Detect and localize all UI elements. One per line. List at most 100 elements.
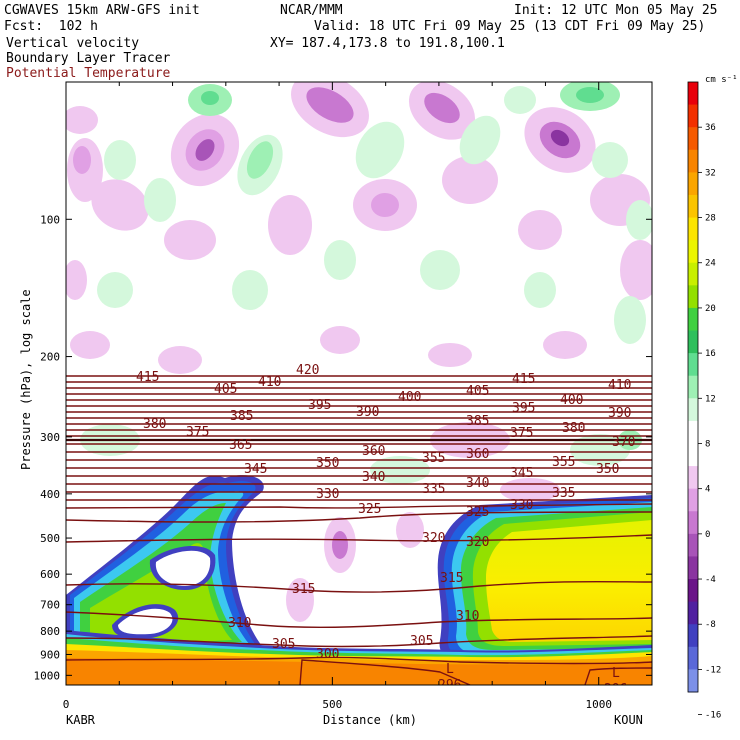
theta-label-410: 410 <box>258 375 281 390</box>
colorbar-swatch <box>688 488 698 512</box>
y-tick-label: 500 <box>40 532 60 545</box>
init-time: Init: 12 UTC Mon 05 May 25 <box>514 3 718 18</box>
theta-label-325: 325 <box>358 502 381 517</box>
y-tick-label: 400 <box>40 488 60 501</box>
theta-label-325b: 325 <box>466 505 489 520</box>
theta-label-360: 360 <box>362 444 385 459</box>
theta-label-385: 385 <box>230 409 253 424</box>
colorbar-label: 28 <box>705 214 716 224</box>
colorbar-swatch <box>688 533 698 557</box>
plot-area: 415 420 415 405 410 405 410 400 400 395 … <box>66 82 652 697</box>
theta-label-375b: 375 <box>510 426 533 441</box>
theta-label-380: 380 <box>143 417 166 432</box>
boundary-layer-plume-right <box>437 495 652 666</box>
y-tick-label: 700 <box>40 599 60 612</box>
y-tick-label: 300 <box>40 431 60 444</box>
theta-label-340b: 340 <box>466 476 489 491</box>
colorbar-label: -16 <box>705 711 721 721</box>
x-tick-label: 1000 <box>585 698 612 711</box>
valid-time: Valid: 18 UTC Fri 09 May 25 (13 CDT Fri … <box>314 19 706 34</box>
theta-label-405b: 405 <box>466 384 489 399</box>
theta-label-350b: 350 <box>596 462 619 477</box>
theta-label-320b: 320 <box>466 535 489 550</box>
theta-label-390b: 390 <box>608 406 631 421</box>
theta-label-330b: 330 <box>510 498 533 513</box>
y-tick-label: 800 <box>40 625 60 638</box>
theta-label-345: 345 <box>244 462 267 477</box>
y-tick-label: 100 <box>40 213 60 226</box>
theta-contours <box>66 375 652 685</box>
field-boundary-layer: Boundary Layer Tracer <box>6 51 171 66</box>
station-left: KABR <box>66 713 96 727</box>
colorbar-label: 36 <box>705 123 716 133</box>
theta-label-375: 375 <box>186 425 209 440</box>
theta-label-355: 355 <box>422 451 445 466</box>
field-potential-temperature: Potential Temperature <box>6 66 171 81</box>
theta-label-305: 305 <box>272 637 295 652</box>
y-tick-label: 200 <box>40 351 60 364</box>
forecast-hour: Fcst: 102 h <box>4 19 98 34</box>
theta-label-395b: 395 <box>512 401 535 416</box>
colorbar-swatch <box>688 307 698 332</box>
theta-label-300: 300 <box>316 647 339 662</box>
theta-label-410b: 410 <box>608 378 631 393</box>
colorbar-label: -12 <box>705 665 721 675</box>
y-tick-label: 600 <box>40 568 60 581</box>
theta-label-370: 370 <box>612 435 635 450</box>
colorbar-label: -8 <box>705 620 716 630</box>
colorbar-swatch <box>688 353 698 377</box>
x-tick-label: 0 <box>63 698 70 711</box>
x-axis-title: Distance (km) <box>323 713 417 727</box>
theta-label-420: 420 <box>296 363 319 378</box>
y-axis: 100 200 300 400 500 600 700 800 900 1000 <box>34 213 652 682</box>
plot-frame <box>65 81 653 686</box>
theta-label-340: 340 <box>362 470 385 485</box>
theta-label-330: 330 <box>316 487 339 502</box>
y-tick-label: 1000 <box>34 669 61 682</box>
colorbar-label: 0 <box>705 530 710 540</box>
colorbar-label: 32 <box>705 168 716 178</box>
theta-label-296: 296 <box>438 678 461 693</box>
colorbar-label: 20 <box>705 304 716 314</box>
colorbar-swatch <box>688 194 698 219</box>
field-vertical-velocity: Vertical velocity <box>6 36 140 51</box>
theta-label-305b: 305 <box>410 634 433 649</box>
colorbar-swatch <box>688 262 698 286</box>
theta-label-low-l2: L <box>612 666 620 681</box>
colorbar-swatch <box>688 556 698 580</box>
contour-labels: 415 420 415 405 410 405 410 400 400 395 … <box>136 363 635 697</box>
colorbar-label: 12 <box>705 394 716 404</box>
colorbar-swatch <box>688 104 698 128</box>
colorbar-label: 24 <box>705 259 716 269</box>
theta-label-400: 400 <box>398 390 421 405</box>
theta-label-415: 415 <box>136 370 159 385</box>
theta-label-315: 315 <box>292 582 315 597</box>
colorbar-swatch <box>688 511 698 535</box>
colorbar-label: 8 <box>705 439 710 449</box>
colorbar-swatch <box>688 420 698 444</box>
colorbar-swatch <box>688 240 698 264</box>
colorbar-label: 4 <box>705 485 710 495</box>
theta-label-296b: 296 <box>604 682 627 697</box>
colorbar-unit: cm s⁻¹ <box>705 75 738 85</box>
theta-label-415b: 415 <box>512 372 535 387</box>
colorbar-swatch <box>688 466 698 490</box>
boundary-layer-surface <box>66 630 652 685</box>
colorbar-swatch <box>688 375 698 399</box>
theta-label-400b: 400 <box>560 393 583 408</box>
theta-label-335b: 335 <box>552 486 575 501</box>
theta-label-310b: 310 <box>456 609 479 624</box>
theta-label-335: 335 <box>422 482 445 497</box>
theta-label-395: 395 <box>308 398 331 413</box>
station-right: KOUN <box>614 713 643 727</box>
colorbar-label: -4 <box>705 575 716 585</box>
theta-label-350: 350 <box>316 456 339 471</box>
y-axis-title: Pressure (hPa), log scale <box>19 289 33 470</box>
theta-label-365: 365 <box>229 438 252 453</box>
y-tick-label: 900 <box>40 648 60 661</box>
theta-label-320: 320 <box>422 531 445 546</box>
model-title: CGWAVES 15km ARW-GFS init <box>4 3 200 18</box>
theta-label-315b: 315 <box>440 571 463 586</box>
